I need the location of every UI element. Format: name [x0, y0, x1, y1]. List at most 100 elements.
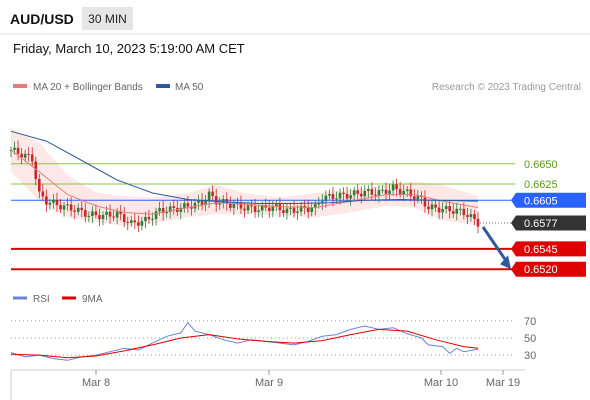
price-tag-label: 0.6650 — [524, 159, 558, 171]
candle-body — [239, 202, 243, 209]
candle-body — [430, 204, 434, 210]
candle-body — [179, 207, 183, 212]
candle-body — [218, 202, 222, 205]
candle-body — [69, 204, 73, 211]
candle-body — [275, 204, 278, 207]
candle-body — [232, 204, 236, 208]
candle-body — [395, 184, 398, 190]
candle-body — [76, 207, 80, 212]
candle-body — [200, 200, 204, 206]
axis-tick-label: Mar 19 — [486, 377, 520, 389]
timeframe-badge[interactable]: 30 MIN — [82, 7, 133, 30]
candle-body — [306, 207, 310, 212]
candle-body — [246, 205, 250, 211]
candle-body — [87, 215, 91, 217]
candle-body — [183, 203, 186, 208]
candle-body — [303, 205, 306, 208]
candle-body — [434, 204, 437, 208]
candle-body — [45, 196, 48, 205]
candle-body — [243, 208, 246, 211]
candle-body — [48, 202, 52, 205]
candle-body — [147, 216, 151, 220]
candle-body — [462, 208, 466, 216]
candle-body — [359, 193, 363, 197]
candle-body — [381, 189, 384, 191]
candle-body — [83, 210, 87, 217]
candle-body — [451, 211, 455, 214]
candle-body — [271, 206, 275, 212]
candle-body — [140, 221, 144, 226]
candle-body — [384, 189, 388, 194]
rsi-level-label: 50 — [524, 333, 536, 345]
rsi-level-label: 30 — [524, 350, 536, 362]
candle-body — [473, 214, 476, 219]
forecast-arrow-head — [500, 255, 511, 270]
candle-body — [459, 208, 462, 210]
candle-body — [34, 161, 38, 180]
candle-body — [331, 194, 335, 200]
candle-body — [193, 202, 197, 209]
candle-body — [13, 147, 16, 150]
candle-body — [186, 203, 190, 207]
candle-body — [437, 207, 441, 213]
rsi-panel: 70 50 30 — [10, 316, 536, 362]
candle-body — [126, 221, 130, 223]
candle-body — [356, 190, 360, 194]
candle-body — [388, 190, 391, 194]
rsi-legend-label: RSI — [33, 294, 50, 305]
candle-body — [349, 195, 352, 199]
candle-body — [101, 214, 105, 220]
candle-body — [257, 210, 260, 212]
candle-body — [250, 205, 253, 207]
candle-body — [137, 222, 140, 226]
candle-body — [338, 192, 342, 199]
candle-body — [94, 211, 98, 216]
ma50-line — [10, 130, 479, 204]
candle-body — [441, 208, 444, 213]
candle-body — [66, 204, 69, 206]
price-tag-0-6625: 0.6625 — [524, 179, 558, 191]
candle-body — [168, 206, 172, 213]
candle-body — [370, 189, 374, 195]
candle-body — [423, 197, 427, 207]
candle-body — [448, 206, 451, 212]
candle-body — [285, 208, 289, 213]
candle-body — [91, 211, 94, 216]
candle-body — [165, 212, 168, 214]
candle-body — [129, 220, 133, 223]
candle-body — [444, 206, 448, 209]
price-tag-label: 0.6577 — [524, 218, 558, 230]
candle-body — [296, 211, 299, 213]
candle-body — [398, 189, 402, 195]
forecast-arrow-shaft — [481, 226, 509, 264]
candle-body — [23, 153, 27, 158]
candle-body — [221, 199, 225, 203]
candle-body — [292, 207, 296, 213]
candle-body — [59, 205, 62, 210]
candle-body — [151, 218, 154, 220]
candle-body — [105, 211, 108, 215]
candle-body — [52, 199, 55, 203]
axis-tick-label: Mar 9 — [255, 377, 283, 389]
candle-body — [466, 215, 469, 217]
candle-body — [402, 191, 406, 195]
candle-body — [55, 199, 59, 206]
candle-body — [158, 208, 161, 212]
candle-body — [409, 189, 413, 197]
price-tag-background — [511, 192, 586, 208]
candle-body — [190, 206, 193, 209]
candle-body — [112, 216, 115, 218]
price-tag-0-6577: 0.6577 — [511, 215, 586, 231]
candle-body — [172, 206, 176, 208]
candle-body — [282, 210, 285, 213]
candle-body — [20, 153, 23, 158]
candle-body — [211, 191, 214, 197]
candle-body — [204, 201, 207, 206]
time-axis: Mar 8 Mar 9 Mar 10 Mar 19 — [10, 369, 525, 400]
candle-body — [413, 196, 416, 200]
candle-body — [133, 220, 137, 223]
credit-label: Research © 2023 Trading Central — [432, 82, 581, 93]
candle-body — [41, 191, 45, 197]
axis-tick-label: Mar 10 — [424, 377, 458, 389]
